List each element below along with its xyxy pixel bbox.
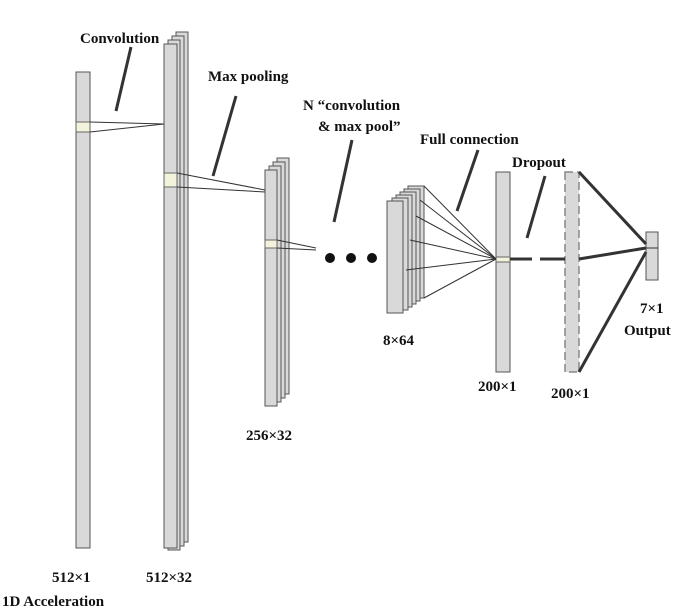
pool1-window xyxy=(264,239,278,249)
fc-neuron xyxy=(495,256,511,263)
convN-to-fc-line-4 xyxy=(409,239,497,260)
pool-to-dots-line-top xyxy=(276,239,317,249)
pool1-size-label: 256×32 xyxy=(246,428,292,444)
input-conv-window xyxy=(75,121,91,133)
full-connection-label: Full connection xyxy=(420,132,519,148)
fc-layer-bar xyxy=(495,171,511,373)
output-layer-bar xyxy=(645,231,659,281)
dropout-to-output-mid xyxy=(578,246,647,261)
input-layer-bar xyxy=(75,71,91,549)
dropout-layer-bar xyxy=(564,171,580,373)
convN-to-fc-line-1 xyxy=(423,185,497,260)
convN-to-fc-line-6 xyxy=(423,258,497,299)
n-conv-label-line1: N “convolution xyxy=(303,98,401,114)
input-to-conv-line-top xyxy=(89,121,165,125)
conv-to-pool-line-top xyxy=(176,172,266,191)
dropout-to-output-bottom xyxy=(577,251,648,373)
input-to-conv-line-bottom xyxy=(89,123,165,133)
conv1-feature-map-1 xyxy=(163,43,178,549)
input-size-label: 512×1 xyxy=(52,570,91,586)
convN-to-fc-line-5 xyxy=(405,258,497,271)
dropout-size-label: 200×1 xyxy=(551,386,590,402)
pool-to-dots-line-bottom xyxy=(276,247,317,251)
n-conv-label-line2: & max pool” xyxy=(318,119,401,135)
output-size-label: 7×1 xyxy=(640,301,664,317)
input-name-label: 1D Acceleration xyxy=(2,594,105,610)
ellipsis-dot-1 xyxy=(325,253,335,263)
dropout-callout-line xyxy=(525,175,547,239)
max-pooling-callout-line xyxy=(211,95,238,177)
convolution-label: Convolution xyxy=(80,31,160,47)
n-conv-callout-line xyxy=(332,139,354,223)
conv1-size-label: 512×32 xyxy=(146,570,192,586)
conv-to-pool-line-bottom xyxy=(176,186,266,193)
output-name-label: Output xyxy=(624,323,671,339)
dropout-to-output-top xyxy=(577,170,648,246)
dropout-label: Dropout xyxy=(512,155,566,171)
fc-size-label: 200×1 xyxy=(478,379,517,395)
convN-feature-map-1 xyxy=(386,200,404,314)
convolution-callout-line xyxy=(114,46,133,112)
pool1-feature-map-1 xyxy=(264,169,278,407)
ellipsis-dot-3 xyxy=(367,253,377,263)
convN-to-fc-line-2 xyxy=(419,199,497,260)
full-connection-callout-line xyxy=(455,149,480,212)
conv1-pool-window xyxy=(163,172,178,188)
max-pooling-label: Max pooling xyxy=(208,69,289,85)
convN-size-label: 8×64 xyxy=(383,333,415,349)
convN-to-fc-line-3 xyxy=(415,215,497,260)
ellipsis-dot-2 xyxy=(346,253,356,263)
